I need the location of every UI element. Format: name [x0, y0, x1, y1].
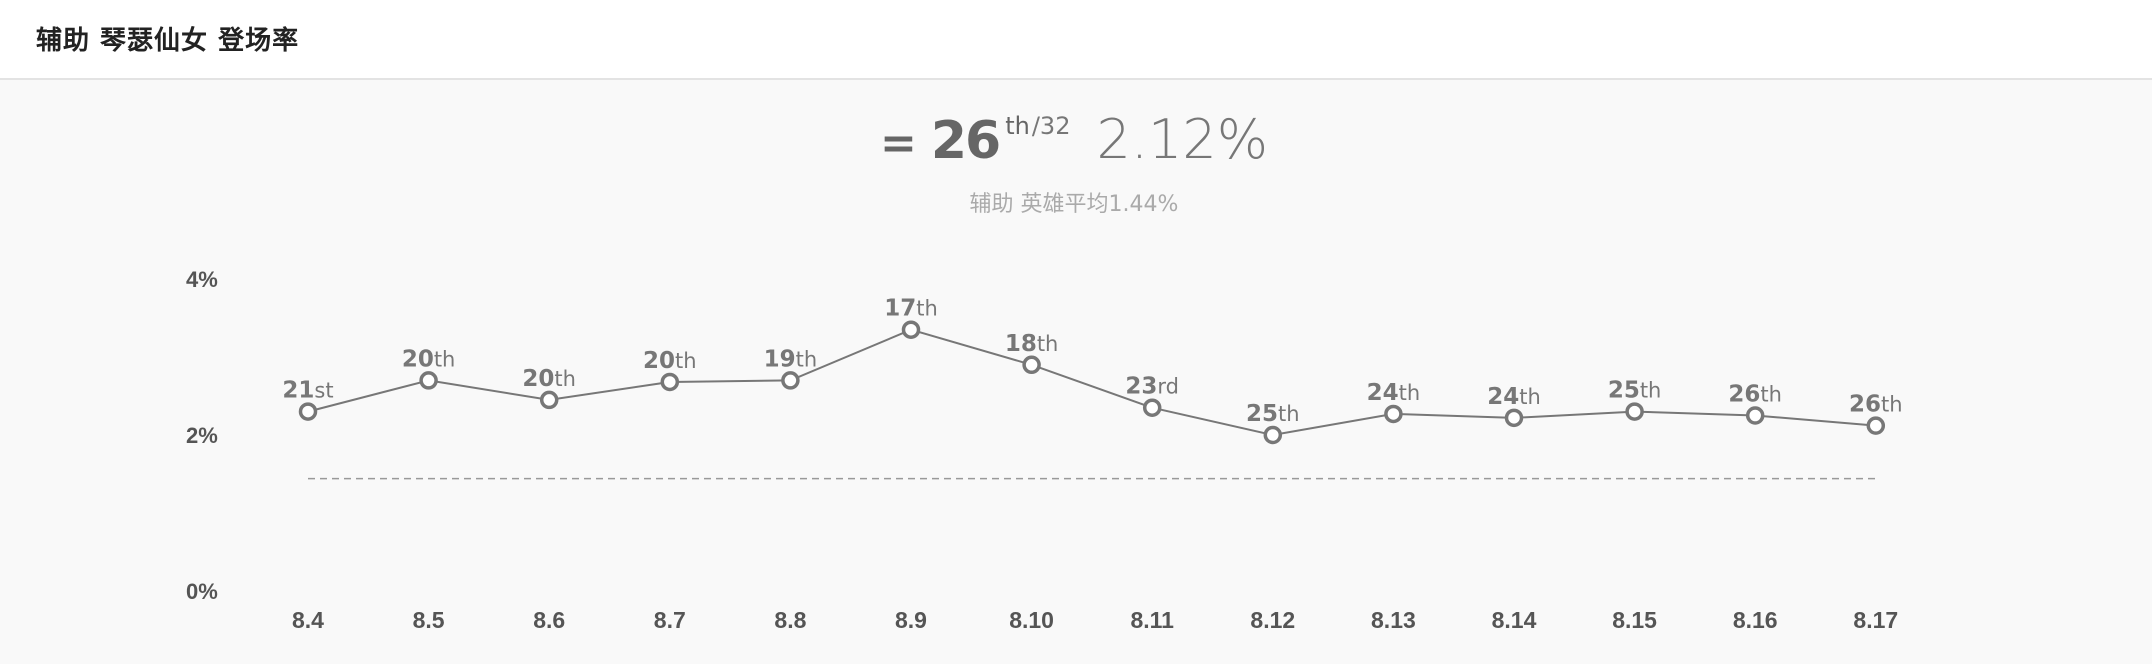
x-tick-label: 8.17: [1853, 607, 1898, 633]
rank-label-number: 23: [1125, 374, 1157, 400]
rank-label-number: 24: [1487, 384, 1519, 410]
data-point: [1022, 355, 1041, 375]
x-tick-label: 8.15: [1612, 607, 1657, 633]
data-point: [1866, 416, 1886, 435]
rank-label-number: 20: [522, 366, 554, 392]
rank-label-suffix: st: [314, 379, 333, 403]
rank-label-suffix: th: [916, 297, 938, 321]
rank-label: 21st: [282, 378, 333, 404]
rank-label: 24th: [1367, 380, 1421, 406]
rank-label-number: 20: [402, 346, 434, 372]
x-tick-label: 8.4: [292, 607, 324, 633]
x-tick-label: 8.5: [413, 607, 445, 633]
rank-label: 25th: [1246, 401, 1300, 427]
x-tick-label: 8.13: [1371, 607, 1416, 633]
data-point: [1263, 425, 1283, 445]
rank-label-number: 25: [1246, 401, 1278, 427]
data-point: [901, 320, 921, 339]
x-tick-label: 8.7: [654, 607, 686, 633]
rank-label-number: 24: [1367, 380, 1399, 406]
average-rate-text: 辅助 英雄平均1.44%: [969, 192, 1179, 217]
rank-label-suffix: th: [1278, 402, 1300, 426]
rank-label: 25th: [1608, 378, 1662, 404]
y-tick-label: 2%: [186, 423, 218, 448]
rank-label-number: 17: [884, 296, 916, 322]
y-tick-label: 4%: [186, 267, 218, 292]
rank-label-number: 26: [1849, 392, 1881, 418]
rank-label-suffix: th: [675, 349, 697, 373]
rank-label-suffix: th: [1881, 393, 1903, 417]
average-rate-caption: 辅助 英雄平均1.44%: [0, 186, 2152, 218]
rank-number: 26: [930, 111, 1001, 171]
rank-total: /32: [1031, 112, 1071, 140]
series-line: [307, 328, 1876, 437]
rank-label-suffix: th: [1519, 385, 1541, 409]
rank-label: 20th: [643, 348, 697, 374]
pick-rate-value: 2.12%: [1096, 108, 1269, 171]
rank-label-number: 20: [643, 348, 675, 374]
x-tick-label: 8.10: [1009, 607, 1054, 633]
data-point: [660, 372, 680, 392]
x-tick-label: 8.8: [774, 607, 806, 633]
page-title: 辅助 琴瑟仙女 登场率: [36, 26, 300, 56]
rank-label-suffix: th: [1760, 383, 1782, 407]
rank-label-suffix: th: [1640, 379, 1662, 403]
rank-label: 18th: [1005, 331, 1059, 357]
x-tick-label: 8.11: [1130, 607, 1174, 633]
x-tick-label: 8.14: [1492, 607, 1537, 633]
rank-label: 24th: [1487, 384, 1541, 410]
data-point: [298, 402, 318, 421]
rank-summary: = 26 th/32 2.12%: [0, 108, 2152, 171]
header-bar: 辅助 琴瑟仙女 登场率: [0, 0, 2152, 80]
data-point: [1142, 398, 1162, 417]
data-point: [419, 371, 438, 390]
x-tick-label: 8.9: [895, 607, 927, 633]
data-point: [781, 371, 800, 390]
rank-label: 19th: [764, 346, 818, 372]
rank-label-suffix: th: [1399, 381, 1421, 405]
rank-label: 26th: [1728, 382, 1782, 408]
rank-suffix: th: [1005, 112, 1030, 140]
data-point: [1745, 406, 1765, 425]
y-tick-label: 0%: [186, 579, 218, 604]
rank-label: 17th: [884, 296, 938, 322]
rank-label-number: 25: [1608, 378, 1640, 404]
data-point: [539, 390, 559, 410]
rank-label: 20th: [402, 346, 456, 372]
data-point: [1625, 402, 1644, 421]
data-point: [1384, 404, 1403, 424]
rank-label-number: 26: [1728, 382, 1760, 408]
rank-label-suffix: rd: [1157, 375, 1179, 399]
rank-label-number: 21: [282, 378, 314, 404]
x-tick-label: 8.12: [1250, 607, 1295, 633]
rank-label-suffix: th: [1037, 332, 1059, 356]
rank-label: 23rd: [1125, 374, 1179, 400]
rank-label-suffix: th: [554, 367, 576, 391]
data-point: [1504, 408, 1524, 428]
rank-label: 26th: [1849, 392, 1903, 418]
rank-label-suffix: th: [434, 347, 456, 371]
trend-indicator: =: [879, 118, 917, 169]
rank-label-number: 18: [1005, 331, 1037, 357]
x-tick-label: 8.16: [1733, 607, 1778, 633]
rank-label-suffix: th: [796, 347, 818, 371]
rank-label: 20th: [522, 366, 576, 392]
x-tick-label: 8.6: [533, 607, 565, 633]
rank-label-number: 19: [764, 346, 796, 372]
